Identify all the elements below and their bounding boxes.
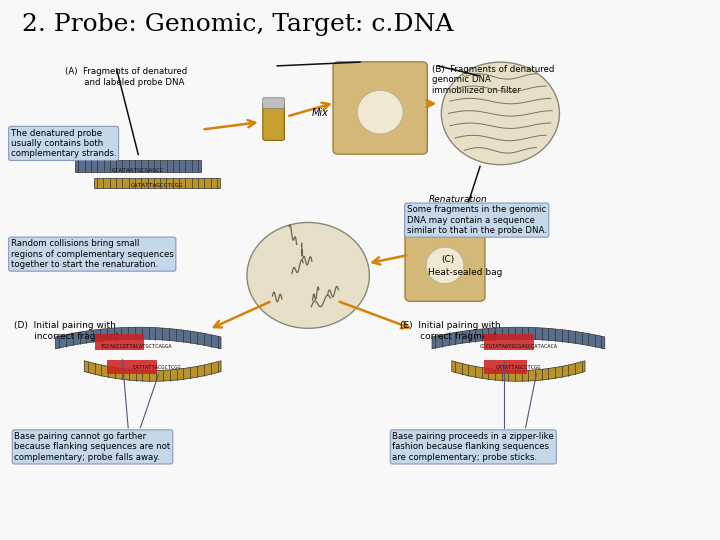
- Polygon shape: [484, 334, 534, 350]
- Polygon shape: [76, 160, 201, 172]
- Polygon shape: [95, 334, 144, 350]
- Text: CATATTAGCCTCGG: CATATTAGCCTCGG: [131, 183, 183, 188]
- Text: (C): (C): [441, 255, 454, 264]
- Text: Some fragments in the genomic
DNA may contain a sequence
similar to that in the : Some fragments in the genomic DNA may co…: [407, 205, 546, 235]
- Text: Random collisions bring small
regions of complementary sequences
together to sta: Random collisions bring small regions of…: [11, 239, 174, 269]
- Text: Heat-sealed bag: Heat-sealed bag: [428, 268, 503, 278]
- Ellipse shape: [441, 62, 559, 165]
- Text: (D)  Initial pairing with
       incorrect fragment: (D) Initial pairing with incorrect fragm…: [14, 321, 120, 341]
- Ellipse shape: [426, 247, 464, 284]
- Ellipse shape: [357, 90, 403, 134]
- Text: The denatured probe
usually contains both
complementary strands.: The denatured probe usually contains bot…: [11, 129, 117, 158]
- Polygon shape: [94, 178, 220, 188]
- FancyBboxPatch shape: [263, 98, 284, 109]
- Text: TGCAGCCGTTACATGCTCAGGA: TGCAGCCGTTACATGCTCAGGA: [101, 344, 173, 349]
- Text: Base pairing cannot go farther
because flanking sequences are not
complementary;: Base pairing cannot go farther because f…: [14, 432, 171, 462]
- Text: Renaturation: Renaturation: [428, 195, 487, 205]
- Polygon shape: [84, 361, 221, 381]
- Polygon shape: [55, 327, 221, 349]
- Text: CCCGTATAATGCGAGCCATACACA: CCCGTATAATGCGAGCCATACACA: [480, 344, 557, 349]
- Text: CATTATTACGCTCGG: CATTATTACGCTCGG: [132, 364, 181, 370]
- Polygon shape: [432, 327, 605, 349]
- Text: CATATTAGCCTCGG: CATATTAGCCTCGG: [495, 364, 541, 370]
- Ellipse shape: [247, 222, 369, 328]
- Text: (E)  Initial pairing with
       correct fragment: (E) Initial pairing with correct fragmen…: [400, 321, 500, 341]
- Text: 2. Probe: Genomic, Target: c.DNA: 2. Probe: Genomic, Target: c.DNA: [22, 14, 453, 37]
- Text: (A)  Fragments of denatured
       and labeled probe DNA: (A) Fragments of denatured and labeled p…: [65, 68, 187, 87]
- FancyBboxPatch shape: [405, 222, 485, 301]
- Text: GTATAATGCGAGCC: GTATAATGCGAGCC: [112, 168, 164, 173]
- FancyBboxPatch shape: [263, 103, 284, 140]
- Polygon shape: [107, 360, 157, 374]
- Polygon shape: [452, 361, 585, 381]
- FancyBboxPatch shape: [333, 62, 428, 154]
- Text: (B)  Fragments of denatured
genomic DNA
immobilized on filter: (B) Fragments of denatured genomic DNA i…: [432, 65, 554, 94]
- Polygon shape: [484, 360, 527, 374]
- Text: Base pairing proceeds in a zipper-like
fashion because flanking sequences
are co: Base pairing proceeds in a zipper-like f…: [392, 432, 554, 462]
- Text: Mix: Mix: [312, 108, 329, 118]
